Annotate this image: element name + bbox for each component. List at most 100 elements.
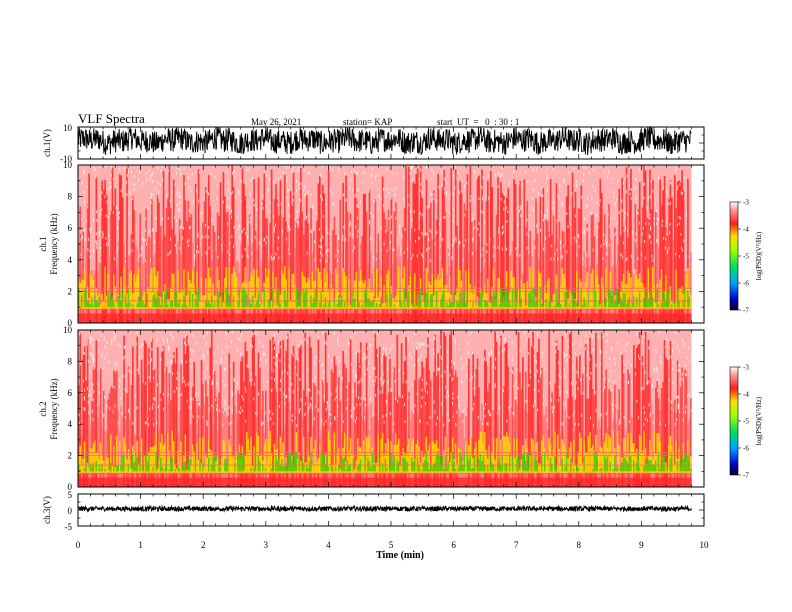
ch1-spectrogram-streak	[301, 211, 304, 323]
ch2-spectrogram-speckle	[338, 360, 340, 364]
ch2-spectrogram-green	[454, 469, 457, 472]
ch2-spectrogram-speckle	[259, 340, 261, 344]
ch1-spectrogram-speckle	[239, 224, 241, 228]
ch2-spectrogram-speckle	[439, 388, 441, 392]
ch2-spectrogram-yellow	[386, 453, 388, 473]
ch2-spectrogram-streak	[107, 399, 109, 487]
ch1-spectrogram-speckle	[150, 201, 152, 204]
ch2-spectrogram-speckle	[224, 403, 226, 407]
ch1-spectrogram-green	[389, 288, 391, 308]
ch1-spectrogram-yellow	[643, 287, 645, 309]
time-axis-tick-label: 4	[326, 540, 331, 550]
ch1-spectrogram-speckle	[357, 188, 359, 192]
ch1-spectrogram-speckle	[411, 165, 413, 169]
ch1-spectrogram-speckle	[109, 185, 111, 189]
ch1-spectrogram-speckle	[403, 198, 405, 202]
ch1-spectrogram-yellow	[270, 300, 273, 309]
ch1-spectrogram-green	[368, 298, 371, 308]
ch1-spectrogram-speckle	[438, 185, 440, 189]
ch2-spectrogram-speckle	[270, 389, 272, 393]
ch1-spectrogram-streak	[408, 166, 410, 323]
ch2-spectrogram-green	[504, 463, 507, 472]
ch2-spectrogram-speckle	[136, 331, 138, 335]
ch1-spectrogram-speckle	[112, 210, 114, 214]
ch2-spectrogram-speckle	[614, 357, 616, 361]
ch1-spectrogram-speckle	[380, 226, 382, 229]
ch2-spectrogram-yellow	[631, 443, 634, 473]
ch2-spectrogram-speckle	[671, 407, 673, 410]
ch2-spectrogram-streak	[402, 383, 404, 487]
ch1-spectrogram-yellow	[640, 282, 643, 309]
ch2-spectrogram-speckle	[512, 370, 514, 374]
ch1-spectrogram-speckle	[99, 165, 101, 169]
ch2-spectrogram-speckle	[131, 421, 133, 425]
ch2-spectrogram-speckle	[561, 422, 563, 426]
ch1-spectrogram-speckle	[314, 240, 316, 244]
ch1-spectrogram-streak	[85, 249, 87, 323]
ch1-spectrogram-speckle	[644, 256, 646, 260]
ch2-spectrogram-speckle	[511, 341, 513, 344]
ch1-spectrogram-speckle	[414, 170, 416, 174]
ch1-spectrogram-speckle	[506, 247, 508, 251]
ch1-spectrogram-speckle	[226, 222, 228, 226]
ch1-spectrogram-green	[89, 303, 92, 308]
ch2-spectrogram-streak	[378, 346, 381, 487]
ch2-spectrogram-speckle	[265, 359, 267, 363]
ch1-spectrogram-streak	[598, 221, 600, 323]
ch1-spectrogram-speckle	[322, 235, 324, 239]
ch1-spectrogram-speckle	[90, 230, 92, 234]
ch1-spectrogram-speckle	[551, 206, 553, 210]
ch1-spectrogram-yellow	[371, 292, 374, 309]
ch1-spectrogram-speckle	[596, 235, 598, 239]
ch1-spectrogram-green	[446, 302, 448, 308]
ch2-spectrogram-speckle	[109, 407, 111, 410]
ch1-spectrogram-streak	[413, 183, 416, 323]
ch2-spectrogram-yellow	[449, 461, 451, 473]
ch2-spectrogram-yellow	[682, 442, 685, 473]
ch2-spectrogram-yellow	[396, 444, 399, 473]
ch2-spectrogram-speckle	[166, 337, 168, 341]
ch1-spectrogram-yellow	[567, 298, 569, 309]
ch2-spectrogram-speckle	[377, 388, 379, 392]
ch1-spectrogram-speckle	[481, 185, 483, 189]
ch1-spectrogram-speckle	[442, 171, 444, 175]
ch1-spectrogram-yellow	[196, 271, 198, 309]
time-axis-label: Time (min)	[376, 550, 424, 561]
ch1-spectrogram-green	[237, 301, 239, 308]
ch1-spectrogram-green	[682, 300, 685, 308]
ch1-spectrogram-speckle	[286, 196, 288, 200]
ch2-spectrogram-streak	[314, 386, 317, 487]
ch2-spectrogram-speckle	[628, 420, 630, 424]
ch2-spectrogram-streak	[111, 387, 114, 487]
ch1-spectrogram-green	[457, 302, 460, 308]
ch2-spectrogram-streak	[430, 380, 432, 487]
ch2-spectrogram-speckle	[461, 380, 463, 384]
ch1-spectrogram-streak	[286, 231, 289, 323]
ch2-spectrogram-yellow	[573, 440, 575, 473]
ch1-spectrogram-speckle	[352, 233, 354, 237]
ch2-spectrogram-speckle	[90, 352, 92, 356]
ch1-spectrogram-speckle	[273, 226, 275, 230]
ch2-spectrogram-green	[159, 457, 162, 472]
ch2-spectrogram-speckle	[568, 416, 570, 419]
ch2-spectrogram-speckle	[205, 342, 207, 346]
ch2-spectrogram-yellow	[514, 458, 517, 473]
ch1-spectrogram-streak	[469, 165, 472, 323]
ch1-spectrogram-yellow	[628, 273, 631, 309]
ch2-spectrogram-speckle	[501, 349, 503, 353]
ch2-spectrogram-speckle	[151, 347, 153, 351]
ch1-spectrogram-speckle	[249, 220, 251, 224]
ch2-spectrogram-speckle	[685, 405, 687, 409]
ch1-spectrogram-speckle	[287, 224, 289, 228]
ch1-spectrogram-green	[638, 292, 641, 308]
ch2-spectrogram-streak	[117, 411, 120, 487]
ch1-spectrogram-streak	[297, 227, 299, 323]
ch1-spectrogram-speckle	[178, 208, 179, 211]
ch1-spectrogram-speckle	[373, 256, 375, 260]
ch1-colorbar-tick-label: -7	[743, 307, 749, 315]
ch2-spectrogram-streak	[581, 373, 584, 487]
ch1-spectrogram-speckle	[602, 257, 604, 260]
ch1-spectrogram-yellow	[543, 285, 546, 309]
ch1-spectrogram-speckle	[355, 225, 357, 229]
ch2-spectrogram-yellow	[600, 447, 603, 473]
